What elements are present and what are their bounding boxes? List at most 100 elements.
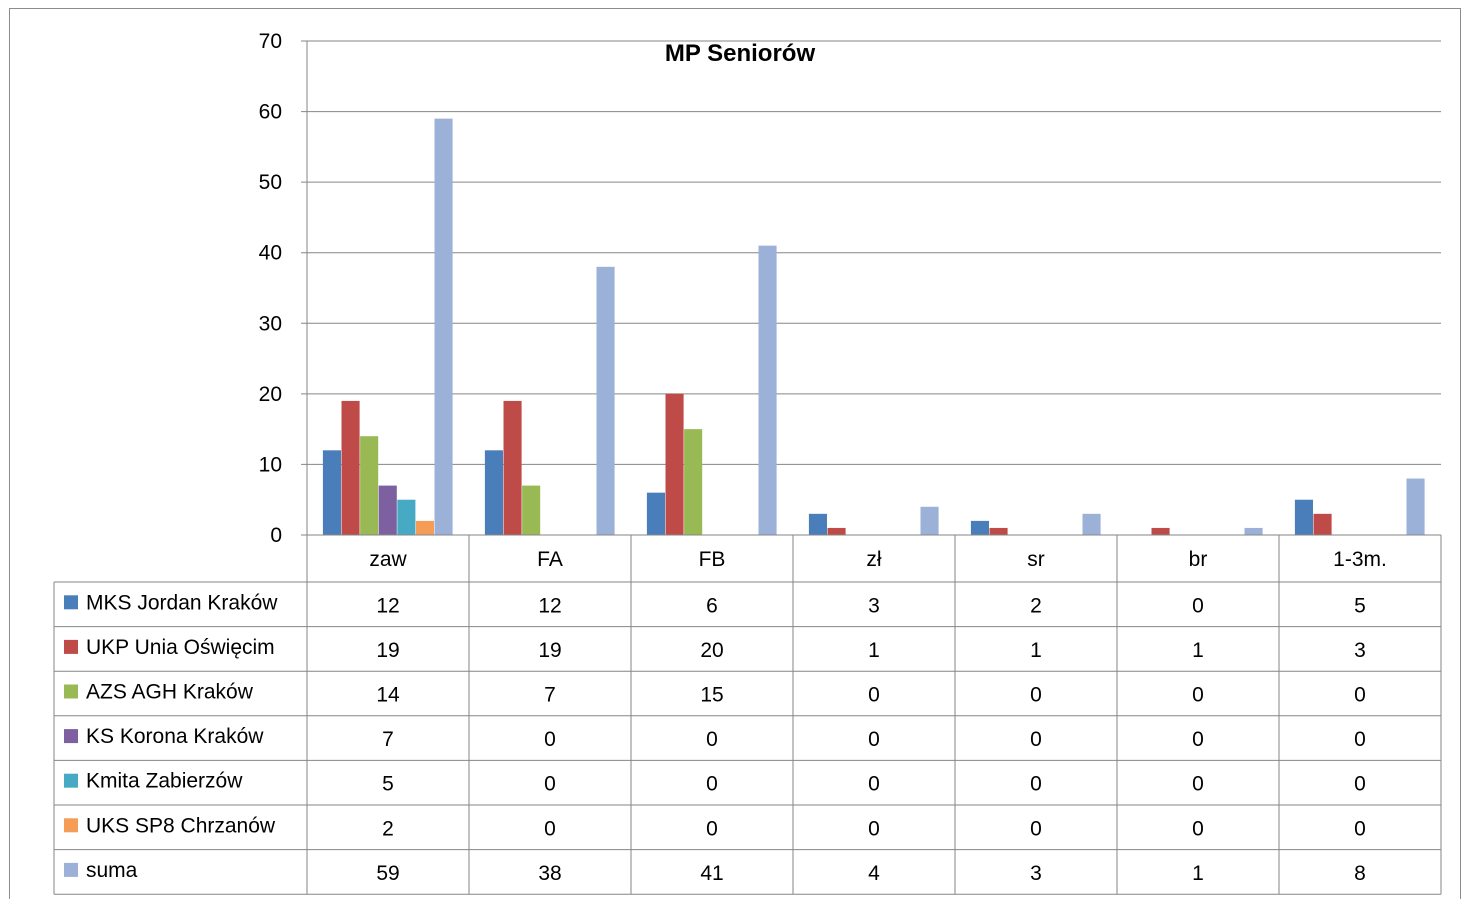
bar: [665, 393, 684, 535]
bar: [684, 429, 703, 535]
data-table-cell: 3: [1354, 639, 1366, 662]
data-table-cell: 0: [1192, 728, 1204, 751]
x-category-label: 1-3m.: [1333, 548, 1387, 571]
bar: [808, 513, 827, 535]
data-table-cell: 0: [1192, 817, 1204, 840]
legend-label: MKS Jordan Kraków: [86, 591, 278, 614]
data-table-cell: 0: [706, 817, 718, 840]
legend-key: [64, 773, 78, 788]
bar: [758, 245, 777, 535]
bar: [341, 400, 360, 535]
data-table-cell: 6: [706, 594, 718, 617]
data-table-cell: 0: [1192, 773, 1204, 796]
gridlines: [301, 40, 1441, 536]
data-table-cell: 3: [868, 594, 880, 617]
data-table-cell: 5: [1354, 594, 1366, 617]
bar: [827, 527, 846, 535]
data-table-cell: 0: [868, 817, 880, 840]
data-table-cell: 0: [1030, 773, 1042, 796]
chart-title: MP Seniorów: [665, 40, 816, 67]
data-table-cell: 12: [376, 594, 399, 617]
data-table-cell: 0: [868, 728, 880, 751]
bar: [1082, 513, 1101, 535]
legend-key: [64, 595, 78, 610]
bar: [1313, 513, 1332, 535]
data-table-cell: 0: [1192, 594, 1204, 617]
data-table-cell: 0: [706, 728, 718, 751]
y-tick-label: 40: [259, 242, 282, 265]
x-category-label: zaw: [369, 548, 407, 571]
bar: [415, 520, 434, 535]
legend-key: [64, 684, 78, 699]
data-table-cell: 0: [1030, 728, 1042, 751]
bar: [434, 118, 453, 535]
legend-label: suma: [86, 859, 138, 882]
x-category-label: zł: [866, 548, 882, 571]
bar: [322, 450, 341, 535]
data-table-cell: 2: [382, 817, 394, 840]
data-table-cell: 0: [1354, 773, 1366, 796]
data-table-cell: 38: [538, 862, 561, 885]
data-table-cell: 15: [700, 684, 723, 707]
data-table-cell: 5: [382, 773, 394, 796]
bar: [1151, 527, 1170, 535]
data-table-cell: 4: [868, 862, 880, 885]
data-table-cell: 0: [1354, 817, 1366, 840]
x-category-label: FB: [699, 548, 726, 571]
data-table-cell: 0: [706, 773, 718, 796]
bar: [920, 506, 939, 535]
data-table-cell: 12: [538, 594, 561, 617]
data-table-cell: 0: [1354, 684, 1366, 707]
bar: [646, 492, 665, 535]
bar: [1406, 478, 1425, 535]
legend-label: UKS SP8 Chrzanów: [86, 814, 276, 837]
data-table-cell: 14: [376, 684, 400, 707]
data-table-cell: 0: [544, 773, 556, 796]
y-tick-label: 10: [259, 453, 282, 476]
bar: [397, 499, 416, 535]
data-table-cell: 0: [544, 817, 556, 840]
data-table-cell: 1: [1192, 862, 1204, 885]
bar: [503, 400, 522, 535]
bar: [970, 520, 989, 535]
data-table-cell: 59: [376, 862, 399, 885]
bar: [989, 527, 1008, 535]
data-table-cell: 0: [1192, 684, 1204, 707]
data-table-cell: 0: [544, 728, 556, 751]
y-tick-label: 30: [259, 312, 282, 335]
data-table-cell: 20: [700, 639, 723, 662]
legend-label: UKP Unia Oświęcim: [86, 636, 275, 659]
data-table-cell: 19: [376, 639, 399, 662]
data-table-cell: 19: [538, 639, 561, 662]
x-category-label: sr: [1027, 548, 1045, 571]
data-table-cell: 2: [1030, 594, 1042, 617]
legend-key: [64, 729, 78, 744]
legend-key: [64, 862, 78, 877]
chart-frame: [9, 8, 1461, 899]
y-tick-label: 60: [259, 101, 282, 124]
legend-label: Kmita Zabierzów: [86, 770, 243, 793]
bar: [1244, 527, 1263, 535]
bar: [522, 485, 541, 535]
legend-label: AZS AGH Kraków: [86, 681, 254, 704]
data-table-cell: 0: [868, 684, 880, 707]
bar: [360, 436, 379, 535]
bar: [484, 450, 503, 535]
y-tick-label: 0: [270, 524, 282, 547]
bar: [596, 266, 615, 535]
y-tick-label: 20: [259, 383, 282, 406]
data-table-cell: 1: [1192, 639, 1204, 662]
data-table-cell: 0: [1030, 817, 1042, 840]
data-table-cell: 7: [382, 728, 394, 751]
data-table-cell: 0: [868, 773, 880, 796]
y-tick-label: 70: [259, 30, 282, 53]
data-table-cell: 41: [700, 862, 723, 885]
bar: [378, 485, 397, 535]
data-table-cell: 0: [1354, 728, 1366, 751]
data-table-cell: 3: [1030, 862, 1042, 885]
bar: [1294, 499, 1313, 535]
data-table-cell: 7: [544, 684, 556, 707]
x-category-label: FA: [537, 548, 563, 571]
data-table-cell: 1: [868, 639, 880, 662]
